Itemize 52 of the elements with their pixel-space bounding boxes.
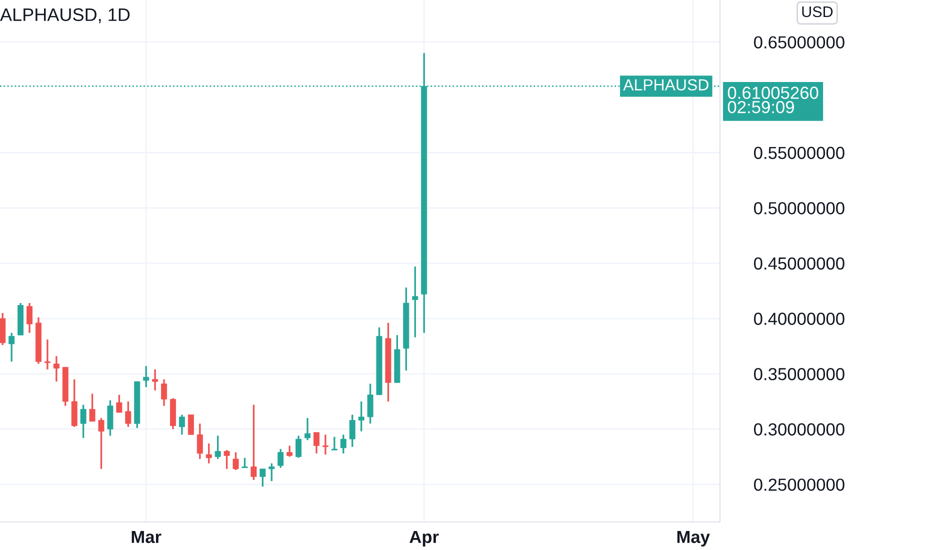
candlestick <box>278 448 284 469</box>
candlestick <box>44 338 50 370</box>
candlestick <box>98 417 104 470</box>
candlestick <box>340 434 346 454</box>
candlestick <box>188 414 194 436</box>
candlestick <box>143 365 150 388</box>
candlestick <box>224 449 230 470</box>
y-tick-label: 0.40000000 <box>754 312 844 325</box>
candlestick <box>161 378 168 407</box>
chart-title: ALPHAUSD, 1D <box>0 8 130 24</box>
candlestick <box>322 434 328 456</box>
candlestick <box>260 468 266 488</box>
y-tick-label: 0.55000000 <box>754 146 844 160</box>
candlestick <box>53 355 60 382</box>
y-tick-label: 0.35000000 <box>754 368 844 380</box>
ref-line-label: ALPHAUSD <box>623 79 708 90</box>
y-tick-label: 0.45000000 <box>754 257 844 270</box>
candlestick <box>152 368 158 392</box>
candlestick <box>214 434 221 460</box>
candlestick <box>116 394 122 414</box>
candlestick <box>268 462 275 482</box>
candlestick <box>26 302 33 334</box>
x-tick-label: Apr <box>410 530 439 547</box>
candlestick <box>89 392 96 422</box>
candlestick <box>196 422 203 460</box>
candlestick <box>250 404 257 481</box>
y-tick-label: 0.50000000 <box>754 202 844 214</box>
candlestick <box>80 404 86 439</box>
text: 0.61005260 <box>728 86 818 99</box>
candlestick <box>206 442 212 464</box>
candlestick <box>313 432 320 454</box>
y-tick-label: 0.25000000 <box>754 478 844 491</box>
candlestick <box>107 400 114 437</box>
candlestick <box>232 451 239 471</box>
candlestick <box>358 400 364 432</box>
candlestick <box>296 434 302 459</box>
candlestick <box>286 444 293 458</box>
candlestick <box>8 332 15 362</box>
y-axis-title: USD <box>802 6 833 18</box>
candlestick <box>178 414 185 436</box>
y-tick-label: 0.65000000 <box>754 36 844 48</box>
candlestick <box>367 382 374 424</box>
candlestick <box>331 436 338 451</box>
x-tick-label: Mar <box>132 530 162 544</box>
candlestick <box>125 400 132 428</box>
candlestick <box>349 414 356 448</box>
candlestick <box>304 417 310 441</box>
candlestick <box>412 266 418 338</box>
text: 02:59:09 <box>728 100 794 114</box>
candlestick <box>242 457 248 469</box>
y-tick-label: 0.30000000 <box>754 423 844 436</box>
x-tick-label: May <box>677 530 710 547</box>
